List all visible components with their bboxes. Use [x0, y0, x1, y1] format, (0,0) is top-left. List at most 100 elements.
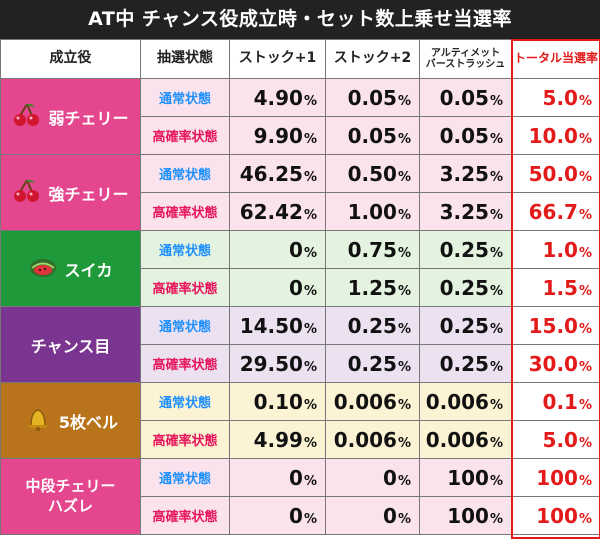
stock-plus-2-value: 1.00% [326, 193, 420, 231]
ultimate-value-percent-sign: % [490, 436, 503, 451]
ultimate-value-percent-sign: % [490, 360, 503, 375]
watermelon-icon [28, 254, 58, 284]
stock-plus-1-value: 14.50% [230, 307, 326, 345]
stock-plus-2-value: 0.006% [326, 421, 420, 459]
ultimate-value-number: 0.25 [440, 238, 489, 262]
stock-plus-2-value-number: 0.25 [348, 314, 397, 338]
role-label: 強チェリー [48, 181, 128, 205]
total-rate-value-percent-sign: % [579, 208, 592, 223]
ultimate-value: 0.25% [420, 231, 512, 269]
ultimate-value-percent-sign: % [490, 322, 503, 337]
role-cell-watermelon: スイカ [1, 231, 141, 307]
stock-plus-1-value-number: 9.90 [254, 124, 303, 148]
stock-plus-2-value-percent-sign: % [398, 436, 411, 451]
page-title: AT中 チャンス役成立時・セット数上乗せ当選率 [0, 0, 600, 39]
role-cell-strong-cherry: 強チェリー [1, 155, 141, 231]
ultimate-value: 0.05% [420, 79, 512, 117]
stock-plus-1-value-percent-sign: % [304, 360, 317, 375]
state-cell: 通常状態 [141, 155, 230, 193]
total-rate-value-number: 30.0 [529, 352, 578, 376]
total-rate-value: 66.7% [512, 193, 600, 231]
role-label: スイカ [64, 257, 112, 281]
ultimate-value-number: 0.25 [440, 276, 489, 300]
ultimate-value-percent-sign: % [490, 474, 503, 489]
bell-icon [23, 406, 53, 436]
stock-plus-1-value: 46.25% [230, 155, 326, 193]
stock-plus-1-value-number: 0 [289, 276, 303, 300]
state-cell: 高確率状態 [141, 269, 230, 307]
total-rate-value-percent-sign: % [579, 322, 592, 337]
stock-plus-2-value-percent-sign: % [398, 322, 411, 337]
ultimate-value: 0.006% [420, 383, 512, 421]
stock-plus-1-value-percent-sign: % [304, 474, 317, 489]
total-rate-value-number: 5.0 [543, 86, 578, 110]
total-rate-value-percent-sign: % [579, 436, 592, 451]
stock-plus-1-value: 0% [230, 269, 326, 307]
stock-plus-1-value: 0% [230, 497, 326, 535]
role-cell-chance: チャンス目 [1, 307, 141, 383]
stock-plus-1-value-number: 4.99 [254, 428, 303, 452]
state-cell: 通常状態 [141, 231, 230, 269]
state-cell: 高確率状態 [141, 497, 230, 535]
stock-plus-2-value: 0.05% [326, 117, 420, 155]
total-rate-value-percent-sign: % [579, 398, 592, 413]
total-rate-value: 100% [512, 497, 600, 535]
stock-plus-2-value-percent-sign: % [398, 246, 411, 261]
stock-plus-2-value-percent-sign: % [398, 512, 411, 527]
total-rate-value-percent-sign: % [579, 474, 592, 489]
role-label: 中段チェリー ハズレ [25, 477, 115, 516]
stock-plus-1-value-percent-sign: % [304, 436, 317, 451]
stock-plus-1-value-number: 0 [289, 238, 303, 262]
stock-plus-2-value: 0.05% [326, 79, 420, 117]
header-stock-plus-1: ストック+1 [230, 40, 326, 79]
state-cell: 高確率状態 [141, 421, 230, 459]
ultimate-value-percent-sign: % [490, 208, 503, 223]
total-rate-value-percent-sign: % [579, 360, 592, 375]
stock-plus-1-value: 29.50% [230, 345, 326, 383]
stock-plus-2-value: 0% [326, 497, 420, 535]
stock-plus-2-value-percent-sign: % [398, 208, 411, 223]
ultimate-value-number: 100 [447, 504, 489, 528]
ultimate-value-number: 0.05 [440, 124, 489, 148]
total-rate-value-percent-sign: % [579, 246, 592, 261]
stock-plus-1-value-number: 46.25 [240, 162, 303, 186]
stock-plus-1-value-percent-sign: % [304, 512, 317, 527]
stock-plus-1-value: 0.10% [230, 383, 326, 421]
state-cell: 高確率状態 [141, 193, 230, 231]
stock-plus-2-value: 0.75% [326, 231, 420, 269]
ultimate-value-number: 0.25 [440, 352, 489, 376]
stock-plus-1-value: 9.90% [230, 117, 326, 155]
ultimate-value-percent-sign: % [490, 398, 503, 413]
stock-plus-2-value-percent-sign: % [398, 94, 411, 109]
total-rate-value-number: 10.0 [529, 124, 578, 148]
stock-plus-1-value-percent-sign: % [304, 132, 317, 147]
total-rate-value-number: 100 [536, 504, 578, 528]
total-rate-value-number: 50.0 [529, 162, 578, 186]
ultimate-value-number: 0.006 [426, 390, 489, 414]
header-role: 成立役 [1, 40, 141, 79]
total-rate-value: 0.1% [512, 383, 600, 421]
total-rate-value: 1.5% [512, 269, 600, 307]
stock-plus-2-value: 0.006% [326, 383, 420, 421]
ultimate-value-percent-sign: % [490, 512, 503, 527]
role-cell-middle-cherry: 中段チェリー ハズレ [1, 459, 141, 535]
stock-plus-2-value-number: 1.25 [348, 276, 397, 300]
ultimate-value-number: 0.05 [440, 86, 489, 110]
header-state: 抽選状態 [141, 40, 230, 79]
stock-plus-1-value-number: 0.10 [254, 390, 303, 414]
total-rate-value-number: 1.5 [543, 276, 578, 300]
state-cell: 通常状態 [141, 459, 230, 497]
stock-plus-2-value-number: 0.006 [334, 428, 397, 452]
total-rate-value: 15.0% [512, 307, 600, 345]
total-rate-value: 1.0% [512, 231, 600, 269]
ultimate-value: 100% [420, 459, 512, 497]
total-rate-value-number: 5.0 [543, 428, 578, 452]
ultimate-value-percent-sign: % [490, 170, 503, 185]
total-rate-value-number: 66.7 [529, 200, 578, 224]
state-cell: 通常状態 [141, 383, 230, 421]
total-rate-value-number: 0.1 [543, 390, 578, 414]
